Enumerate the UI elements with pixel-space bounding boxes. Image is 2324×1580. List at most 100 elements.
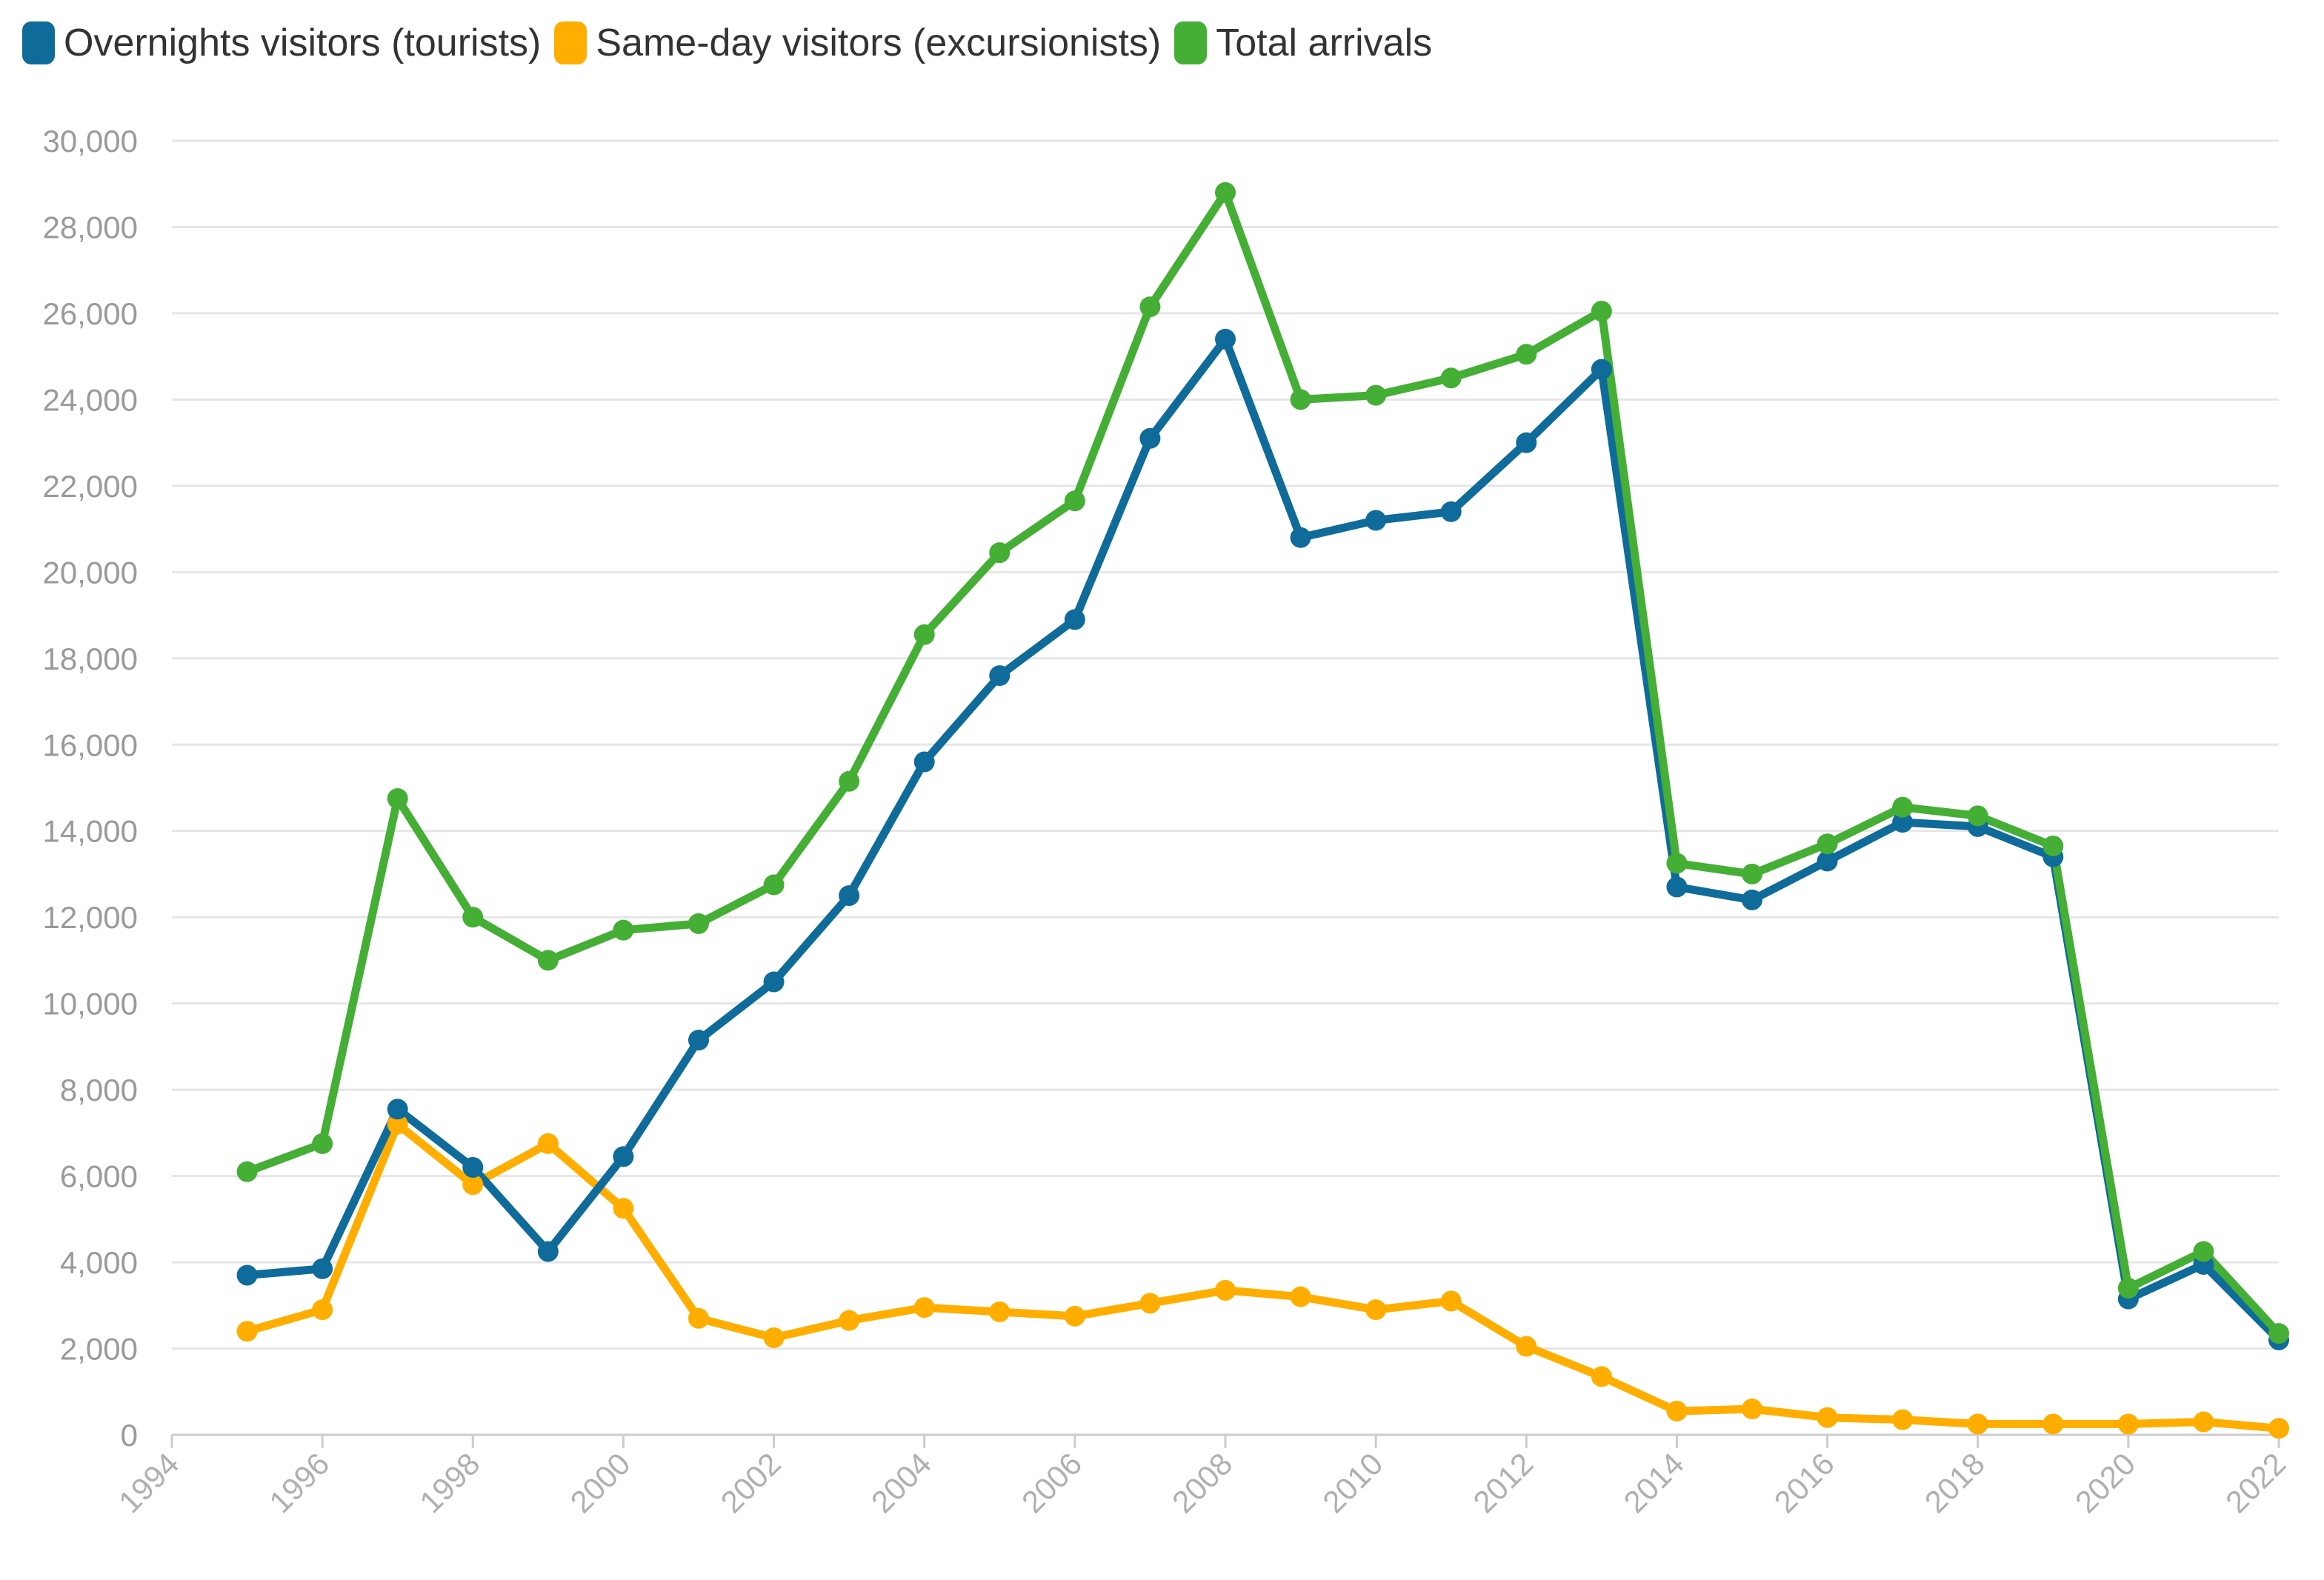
data-point-excursionists[interactable]: [312, 1299, 333, 1321]
data-point-tourists[interactable]: [839, 885, 860, 907]
data-point-total[interactable]: [2042, 836, 2064, 857]
data-point-excursionists[interactable]: [1064, 1305, 1085, 1327]
data-point-tourists[interactable]: [1666, 876, 1688, 898]
x-tick-label: 2000: [563, 1446, 636, 1519]
data-point-excursionists[interactable]: [1215, 1279, 1236, 1301]
data-point-tourists[interactable]: [1365, 510, 1387, 531]
data-point-tourists[interactable]: [1591, 359, 1612, 380]
data-point-excursionists[interactable]: [989, 1301, 1010, 1323]
data-point-tourists[interactable]: [1064, 609, 1085, 630]
data-point-tourists[interactable]: [1892, 812, 1914, 833]
data-point-excursionists[interactable]: [1290, 1286, 1311, 1307]
data-point-excursionists[interactable]: [1892, 1409, 1914, 1430]
data-point-excursionists[interactable]: [1440, 1290, 1462, 1312]
data-point-tourists[interactable]: [1139, 427, 1161, 449]
data-point-excursionists[interactable]: [1817, 1407, 1838, 1428]
data-point-tourists[interactable]: [1742, 889, 1762, 910]
data-point-excursionists[interactable]: [2268, 1418, 2289, 1439]
data-point-total[interactable]: [1516, 344, 1537, 365]
data-point-total[interactable]: [1215, 181, 1236, 203]
data-point-total[interactable]: [1817, 833, 1838, 855]
x-tick-label: 2006: [1015, 1446, 1088, 1519]
data-point-tourists[interactable]: [913, 751, 935, 773]
data-point-tourists[interactable]: [763, 971, 785, 993]
data-point-excursionists[interactable]: [913, 1297, 935, 1319]
data-point-excursionists[interactable]: [1365, 1299, 1387, 1321]
data-point-excursionists[interactable]: [1139, 1293, 1161, 1314]
y-tick-label: 16,000: [43, 727, 138, 762]
data-point-excursionists[interactable]: [236, 1321, 258, 1342]
data-point-excursionists[interactable]: [2117, 1413, 2139, 1435]
data-point-tourists[interactable]: [1215, 328, 1236, 350]
data-point-total[interactable]: [537, 950, 559, 971]
y-tick-label: 18,000: [43, 641, 138, 676]
data-point-excursionists[interactable]: [1516, 1336, 1537, 1357]
y-tick-label: 24,000: [43, 382, 138, 417]
data-point-excursionists[interactable]: [2193, 1411, 2214, 1433]
data-point-total[interactable]: [1440, 367, 1462, 389]
data-point-total[interactable]: [1290, 389, 1311, 410]
data-point-total[interactable]: [989, 542, 1010, 564]
legend-label-tourists: Overnights visitors (tourists): [64, 21, 542, 64]
legend-item-total[interactable]: Total arrivals: [1174, 21, 1432, 65]
y-tick-label: 0: [121, 1418, 138, 1453]
data-point-total[interactable]: [1591, 301, 1612, 322]
data-point-excursionists[interactable]: [1666, 1400, 1688, 1421]
data-point-excursionists[interactable]: [537, 1133, 559, 1154]
data-point-total[interactable]: [688, 913, 709, 934]
data-point-tourists[interactable]: [989, 665, 1010, 687]
data-point-total[interactable]: [236, 1161, 258, 1182]
data-point-excursionists[interactable]: [613, 1198, 634, 1219]
x-tick-label: 2018: [1918, 1446, 1991, 1519]
data-point-tourists[interactable]: [1440, 501, 1462, 522]
data-point-total[interactable]: [763, 874, 785, 896]
data-point-total[interactable]: [1892, 796, 1914, 818]
data-point-total[interactable]: [1139, 296, 1161, 318]
data-point-total[interactable]: [1967, 805, 1988, 827]
x-tick-label: 2002: [714, 1446, 788, 1519]
x-tick-label: 2014: [1617, 1446, 1690, 1519]
series-points: [236, 181, 2289, 1439]
data-point-tourists[interactable]: [1290, 527, 1311, 548]
legend-swatch-total: [1174, 21, 1208, 64]
legend-item-tourists[interactable]: Overnights visitors (tourists): [22, 21, 541, 65]
y-tick-label: 22,000: [43, 469, 138, 504]
data-point-tourists[interactable]: [688, 1030, 709, 1051]
data-point-excursionists[interactable]: [1742, 1399, 1762, 1420]
data-point-excursionists[interactable]: [1591, 1366, 1612, 1387]
data-point-excursionists[interactable]: [2042, 1413, 2064, 1435]
series-lines: [243, 188, 2283, 1433]
data-point-tourists[interactable]: [537, 1241, 559, 1262]
data-point-total[interactable]: [613, 919, 634, 941]
data-point-excursionists[interactable]: [839, 1310, 860, 1331]
data-point-total[interactable]: [1742, 863, 1762, 884]
data-point-excursionists[interactable]: [688, 1307, 709, 1329]
data-point-tourists[interactable]: [236, 1264, 258, 1286]
data-point-total[interactable]: [913, 624, 935, 645]
y-tick-label: 10,000: [43, 987, 138, 1021]
data-point-excursionists[interactable]: [763, 1327, 785, 1348]
x-tick-label: 2020: [2068, 1446, 2142, 1519]
data-point-total[interactable]: [1064, 490, 1085, 512]
data-point-total[interactable]: [2117, 1278, 2139, 1299]
data-point-tourists[interactable]: [462, 1156, 484, 1178]
data-point-total[interactable]: [312, 1133, 333, 1154]
data-point-total[interactable]: [462, 907, 484, 928]
data-point-tourists[interactable]: [613, 1146, 634, 1167]
data-point-total[interactable]: [1365, 384, 1387, 406]
data-point-tourists[interactable]: [387, 1099, 408, 1120]
data-point-excursionists[interactable]: [1967, 1413, 1988, 1435]
legend-item-excursionists[interactable]: Same-day visitors (excursionists): [554, 21, 1161, 65]
x-tick-label: 2010: [1316, 1446, 1389, 1519]
data-point-total[interactable]: [1666, 853, 1688, 874]
data-point-excursionists[interactable]: [462, 1174, 484, 1196]
data-point-tourists[interactable]: [1516, 432, 1537, 453]
data-point-total[interactable]: [387, 788, 408, 810]
data-point-total[interactable]: [839, 770, 860, 792]
data-point-total[interactable]: [2268, 1323, 2289, 1344]
data-point-excursionists[interactable]: [387, 1113, 408, 1135]
data-point-tourists[interactable]: [1817, 850, 1838, 872]
data-point-tourists[interactable]: [312, 1258, 333, 1279]
data-point-total[interactable]: [2193, 1241, 2214, 1262]
